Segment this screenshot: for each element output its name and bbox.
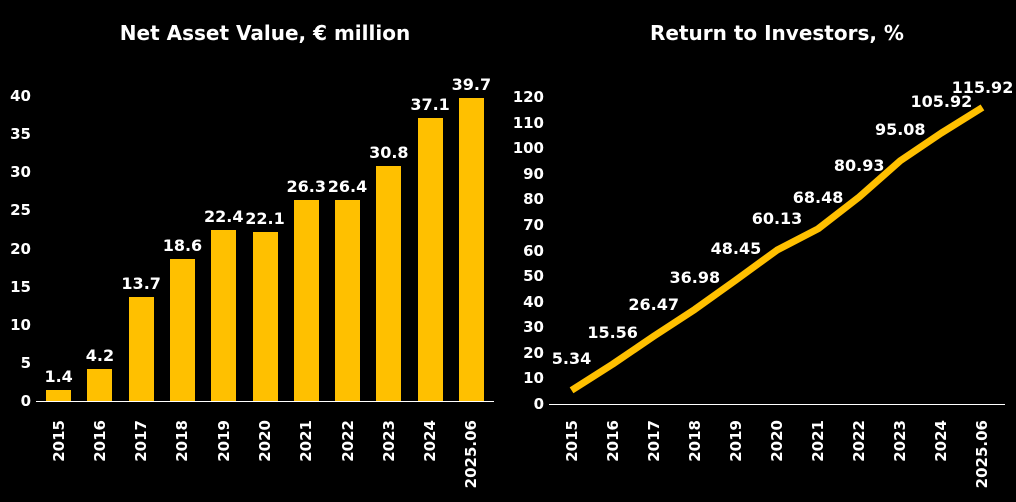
y-tick-label: 120 [512, 88, 544, 106]
bar-value-label: 4.2 [85, 345, 115, 365]
y-tick-label: 25 [10, 201, 31, 220]
point-value-label: 115.92 [951, 78, 1014, 97]
bar-value-label: 30.8 [369, 143, 409, 163]
y-tick-label: 30 [10, 163, 31, 182]
y-tick-label: 80 [523, 190, 544, 209]
y-tick-label: 35 [10, 125, 31, 144]
bar-2017 [128, 296, 154, 401]
y-tick-label: 40 [523, 292, 544, 311]
y-tick-label: 30 [523, 318, 544, 337]
bar-value-label: 1.4 [44, 367, 73, 387]
bar-value-label: 37.1 [410, 95, 450, 115]
y-tick-label: 60 [523, 241, 544, 260]
point-value-label: 105.92 [910, 92, 973, 112]
point-value-label: 60.13 [751, 209, 803, 229]
right-chart-title: Return to Investors, % [650, 21, 904, 45]
point-value-label: 15.56 [587, 323, 638, 343]
bar-2023 [376, 166, 402, 401]
bar-value-label: 39.7 [451, 75, 492, 95]
y-tick-label: 100 [512, 139, 544, 158]
y-tick-label: 90 [523, 164, 544, 183]
bar-value-label: 26.3 [286, 177, 326, 197]
y-tick-label: 50 [523, 267, 544, 286]
point-value-label: 5.34 [551, 349, 592, 369]
bar-2016 [87, 368, 113, 401]
y-tick-label: 110 [512, 113, 544, 132]
bar-2021 [293, 200, 319, 401]
bar-value-label: 22.1 [245, 209, 285, 229]
y-tick-label: 5 [20, 353, 31, 372]
y-tick-label: 0 [533, 395, 544, 413]
bar-2018 [169, 259, 195, 401]
bar-2022 [335, 199, 361, 401]
bar-2024 [417, 118, 443, 401]
point-value-label: 68.48 [792, 187, 844, 207]
line-series [569, 104, 985, 394]
y-tick-label: 20 [523, 343, 544, 362]
point-value-label: 80.93 [833, 155, 885, 175]
y-tick-label: 10 [10, 315, 31, 334]
y-tick-label: 20 [10, 239, 31, 258]
bar-2020 [252, 232, 278, 401]
bar-value-label: 18.6 [162, 236, 203, 256]
bar-value-label: 26.4 [327, 176, 368, 196]
bar-2015 [46, 390, 72, 401]
y-tick-label: 10 [523, 369, 544, 388]
bar-2025.06 [458, 98, 484, 401]
bar-value-label: 13.7 [121, 273, 161, 293]
x-axis-line [549, 404, 1005, 405]
y-tick-label: 0 [20, 392, 31, 410]
x-axis-line [36, 401, 494, 402]
point-value-label: 95.08 [874, 119, 926, 139]
bar-2019 [211, 230, 237, 401]
y-tick-label: 15 [10, 277, 31, 296]
point-value-label: 26.47 [628, 295, 680, 315]
point-value-label: 48.45 [710, 239, 762, 259]
point-value-label: 36.98 [669, 268, 721, 288]
y-tick-label: 70 [523, 215, 544, 234]
y-tick-label: 40 [10, 87, 31, 105]
left-chart-title: Net Asset Value, € million [119, 21, 411, 45]
bar-value-label: 22.4 [203, 207, 244, 227]
